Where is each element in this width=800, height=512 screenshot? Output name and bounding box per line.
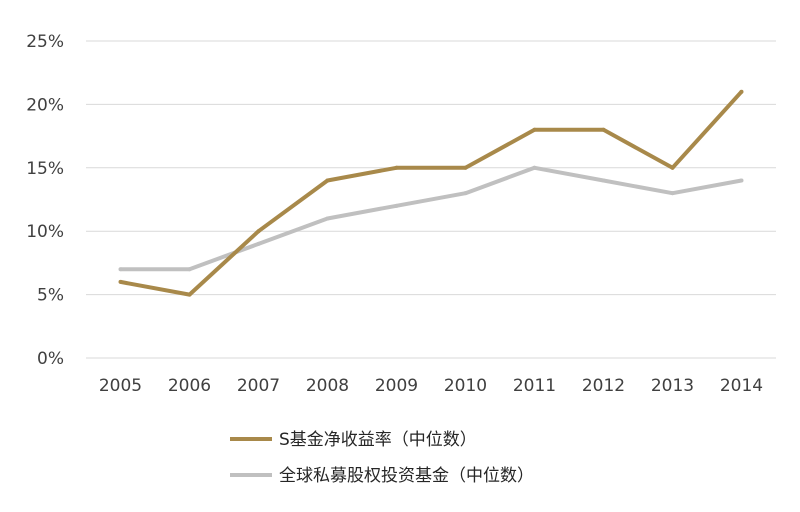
y-tick-label: 10%	[26, 222, 64, 242]
series-1-point	[739, 89, 744, 94]
x-tick-label: 2010	[444, 376, 487, 396]
series-line-2	[120, 165, 742, 272]
x-tick-label: 2009	[375, 376, 418, 396]
grid-lines	[86, 40, 776, 359]
series-2-point	[463, 191, 468, 196]
y-axis-ticks: 0% 5% 10% 15% 20% 25%	[26, 32, 64, 369]
legend-item-1: S基金净收益率（中位数）	[230, 430, 477, 450]
series-1-point	[118, 279, 123, 284]
y-tick-label: 15%	[26, 159, 64, 179]
legend-label-2: 全球私募股权投资基金（中位数）	[279, 466, 534, 486]
series-2-point	[256, 241, 261, 246]
series-1-point	[670, 165, 675, 170]
series-1-point	[325, 178, 330, 183]
series-line-1	[120, 90, 743, 297]
x-tick-label: 2007	[237, 376, 280, 396]
series-2-point	[532, 165, 537, 170]
series-2-point	[670, 191, 675, 196]
series-2-point	[394, 203, 399, 208]
legend: S基金净收益率（中位数） 全球私募股权投资基金（中位数）	[230, 430, 534, 486]
y-tick-label: 20%	[26, 95, 64, 115]
series-lines	[118, 89, 744, 297]
x-tick-label: 2011	[513, 376, 556, 396]
y-tick-label: 0%	[37, 349, 64, 369]
x-tick-label: 2008	[306, 376, 349, 396]
x-tick-label: 2006	[168, 376, 211, 396]
series-2-point	[739, 178, 744, 183]
x-axis-ticks: 2005 2006 2007 2008 2009 2010 2011 2012 2013 2014	[99, 376, 763, 396]
series-1-point	[532, 127, 537, 132]
x-tick-label: 2012	[582, 376, 625, 396]
series-2-point	[118, 267, 123, 272]
series-2-point	[325, 216, 330, 221]
series-1-point	[394, 165, 399, 170]
series-1-point	[256, 229, 261, 234]
series-1-point	[463, 165, 468, 170]
legend-label-1: S基金净收益率（中位数）	[279, 430, 477, 450]
series-1-point	[601, 127, 606, 132]
x-tick-label: 2005	[99, 376, 142, 396]
series-2-point	[187, 267, 192, 272]
series-1-point	[187, 292, 192, 297]
x-tick-label: 2014	[720, 376, 763, 396]
series-2-point	[601, 178, 606, 183]
x-tick-label: 2013	[651, 376, 694, 396]
y-tick-label: 25%	[26, 32, 64, 52]
y-tick-label: 5%	[37, 286, 64, 306]
legend-item-2: 全球私募股权投资基金（中位数）	[230, 466, 534, 486]
